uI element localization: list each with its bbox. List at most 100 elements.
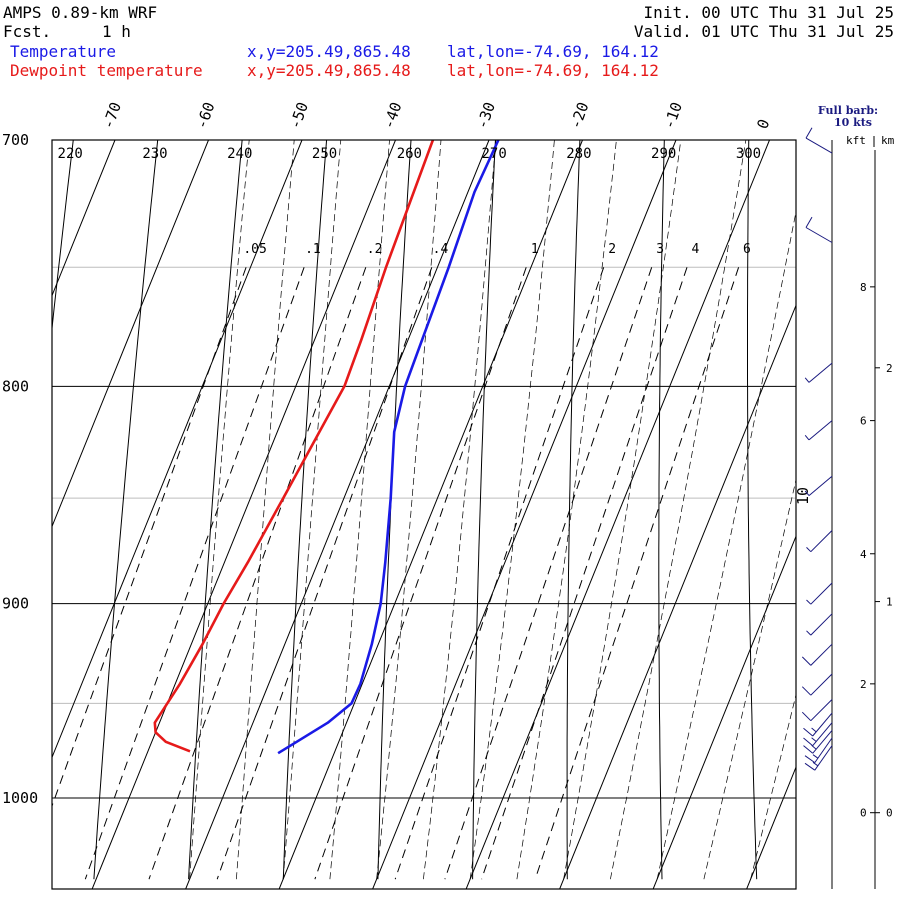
dry-adiabat [282, 140, 328, 880]
wind-barb [804, 737, 833, 764]
mixing-ratio-label: .2 [367, 242, 383, 257]
wind-barb [806, 530, 833, 553]
mixing-ratio-label: .4 [433, 242, 449, 257]
kft-units-label: kft [846, 134, 866, 147]
isotherm-label: -20 [566, 100, 592, 132]
theta-label: 250 [312, 146, 337, 162]
theta-label: 290 [651, 146, 676, 162]
wind-barb [803, 722, 833, 747]
kft-tick-label: 4 [860, 548, 867, 561]
dry-adiabat [188, 140, 243, 880]
forecast-value: 1 h [102, 22, 131, 41]
wind-barb [806, 582, 833, 605]
mixing-ratio-label: 2 [608, 242, 616, 257]
isotherm-line [52, 140, 303, 759]
wind-barb [801, 643, 833, 666]
pressure-label-900: 900 [2, 595, 29, 613]
wind-barb [804, 745, 833, 771]
isotherm-label: -50 [286, 100, 312, 132]
km-tick-label: 1 [886, 596, 893, 609]
isotherm-label: 0 [753, 117, 773, 132]
dewpoint-latlon: lat,lon=-74.69, 164.12 [447, 61, 659, 80]
moist-adiabat [656, 209, 796, 880]
side-tick-label: 10 [794, 487, 812, 505]
mixing-ratio-line [52, 267, 247, 808]
mixing-ratio-line [394, 267, 605, 880]
dry-adiabat [377, 140, 412, 880]
barb-note-line2: 10 kts [834, 116, 872, 129]
wind-barb [801, 673, 833, 696]
isotherm-line [52, 140, 116, 297]
mixing-ratio-line [314, 267, 527, 880]
moist-adiabat [563, 140, 682, 880]
dewpoint-xy: x,y=205.49,865.48 [247, 61, 411, 80]
mixing-ratio-line [216, 267, 433, 880]
mixing-ratio-line [444, 267, 653, 880]
isotherm-line [185, 140, 490, 889]
dewpoint-legend-label: Dewpoint temperature [10, 61, 203, 80]
isotherm-label: -10 [660, 100, 686, 132]
isotherm-line [91, 140, 396, 889]
dry-adiabat [566, 140, 581, 880]
km-units-label: km [881, 134, 895, 147]
barb-note-line1: Full barb: [818, 104, 878, 117]
moist-adiabat [703, 478, 796, 880]
plot-frame [51, 139, 797, 890]
wind-barb [806, 613, 833, 636]
dry-adiabat [93, 140, 159, 880]
pressure-label-800: 800 [2, 377, 29, 395]
isotherm-line [559, 304, 796, 889]
moist-adiabat [282, 140, 342, 880]
kft-tick-label: 0 [860, 807, 867, 820]
theta-label: 230 [142, 146, 167, 162]
wind-barb [803, 712, 833, 737]
dry-adiabat [52, 140, 74, 333]
isotherm-line [372, 140, 677, 889]
moist-adiabat [750, 693, 796, 880]
moist-adiabat [610, 140, 747, 880]
wind-barb [804, 475, 833, 496]
mixing-ratio-label: 4 [691, 242, 699, 257]
km-tick-label: 2 [886, 362, 893, 375]
dewpoint-profile [153, 140, 435, 753]
pressure-label-1000: 1000 [2, 789, 38, 807]
mixing-ratio-label: 3 [656, 242, 664, 257]
mixing-ratio-line [148, 267, 367, 880]
mixing-ratio-label: 6 [743, 242, 751, 257]
moist-adiabat [376, 140, 442, 880]
theta-label: 220 [58, 146, 83, 162]
isotherm-label: -40 [379, 100, 405, 132]
isotherm-line [652, 534, 796, 889]
dry-adiabat [833, 114, 851, 880]
mixing-ratio-label: .05 [243, 242, 266, 257]
isotherm-line [278, 140, 583, 889]
moist-adiabat [797, 114, 900, 880]
wind-barb [805, 127, 833, 154]
temperature-latlon: lat,lon=-74.69, 164.12 [447, 42, 659, 61]
isotherm-label: -30 [473, 100, 499, 132]
theta-label: 280 [566, 146, 591, 162]
isotherm-line [746, 765, 796, 889]
mixing-ratio-label: .1 [305, 242, 321, 257]
theta-label: 260 [397, 146, 422, 162]
valid-time: Valid. 01 UTC Thu 31 Jul 25 [633, 22, 894, 41]
isotherm-line [52, 140, 209, 528]
moist-adiabat [329, 140, 390, 880]
moist-adiabat [469, 140, 555, 880]
isotherm-line [0, 140, 22, 889]
forecast-label: Fcst. [3, 22, 52, 41]
isotherm-line [840, 140, 900, 889]
mixing-ratio-line [84, 267, 305, 880]
isotherm-label: -70 [99, 100, 125, 132]
wind-barb [804, 420, 833, 441]
kft-tick-label: 2 [860, 678, 867, 691]
model-title: AMPS 0.89-km WRF [3, 3, 158, 22]
wind-barb [804, 362, 833, 383]
temperature-legend-label: Temperature [10, 42, 116, 61]
theta-label: 300 [736, 146, 761, 162]
dry-adiabat [658, 140, 665, 880]
kft-tick-label: 6 [860, 415, 867, 428]
wind-barb [803, 730, 833, 754]
pressure-label-700: 700 [2, 131, 29, 149]
